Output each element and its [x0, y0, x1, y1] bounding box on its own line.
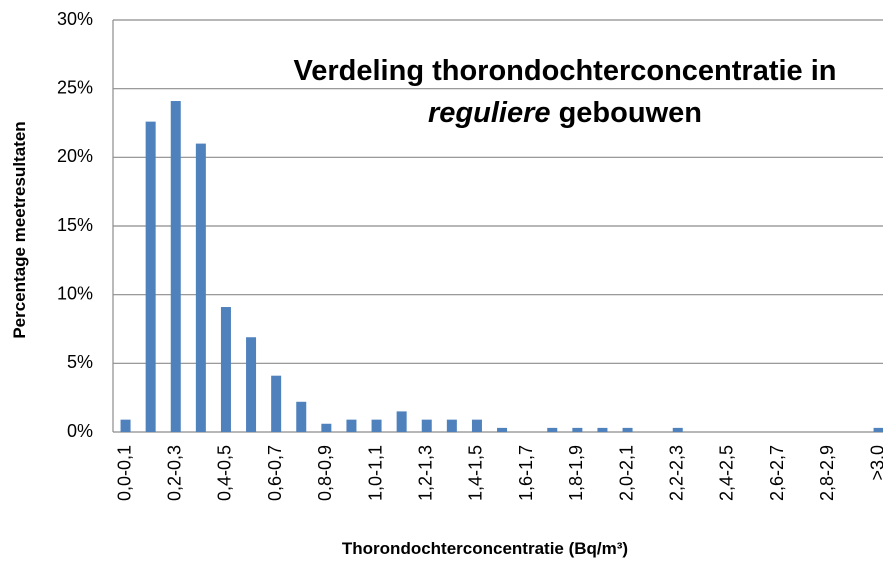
y-tick-label: 10% — [57, 283, 93, 303]
bar — [471, 419, 482, 432]
x-tick-label: 1,6-1,7 — [516, 445, 536, 501]
bar — [296, 401, 307, 432]
chart-title: reguliere gebouwen — [428, 97, 702, 129]
x-tick-label: 0,6-0,7 — [265, 445, 285, 501]
x-tick-label: 1,4-1,5 — [466, 445, 486, 501]
x-tick-label: 1,0-1,1 — [365, 445, 385, 501]
y-tick-label: 20% — [57, 146, 93, 166]
x-tick-label: 2,4-2,5 — [717, 445, 737, 501]
bar — [446, 419, 457, 432]
bar — [622, 427, 633, 432]
bar — [120, 419, 131, 432]
bar — [421, 419, 432, 432]
x-tick-label: 2,6-2,7 — [767, 445, 787, 501]
x-axis-label: Thorondochterconcentratie (Bq/m³) — [342, 539, 628, 558]
bar — [195, 143, 206, 432]
y-tick-label: 5% — [67, 352, 93, 372]
bar — [246, 337, 257, 432]
bar — [346, 419, 357, 432]
bar — [371, 419, 382, 432]
bar — [497, 427, 508, 432]
y-axis-label: Percentage meetresultaten — [10, 121, 29, 338]
bar — [220, 307, 231, 432]
bar — [396, 411, 407, 432]
bar — [145, 121, 156, 433]
bar — [572, 427, 583, 432]
x-tick-label: 0,0-0,1 — [114, 445, 134, 501]
bar — [873, 427, 883, 432]
x-tick-label: 2,8-2,9 — [817, 445, 837, 501]
y-tick-label: 15% — [57, 215, 93, 235]
bar — [271, 375, 282, 432]
bar — [597, 427, 608, 432]
x-tick-label: 0,8-0,9 — [315, 445, 335, 501]
y-tick-label: 25% — [57, 77, 93, 97]
bar — [170, 101, 181, 432]
x-tick-label: 0,4-0,5 — [215, 445, 235, 501]
bar — [547, 427, 558, 432]
x-tick-label: 1,8-1,9 — [566, 445, 586, 501]
y-tick-label: 30% — [57, 9, 93, 29]
chart-title-rest: gebouwen — [559, 97, 702, 129]
x-tick-label: 0,2-0,3 — [165, 445, 185, 501]
x-tick-label: 2,0-2,1 — [616, 445, 636, 501]
x-tick-label: 1,2-1,3 — [416, 445, 436, 501]
x-tick-label: 2,2-2,3 — [667, 445, 687, 501]
chart-title-italic: reguliere — [428, 97, 551, 129]
bar — [672, 427, 683, 432]
x-tick-label: >3,0 — [867, 445, 883, 481]
chart-title: Verdeling thorondochterconcentratie in — [293, 55, 836, 87]
bar — [321, 423, 332, 432]
y-tick-label: 0% — [67, 421, 93, 441]
